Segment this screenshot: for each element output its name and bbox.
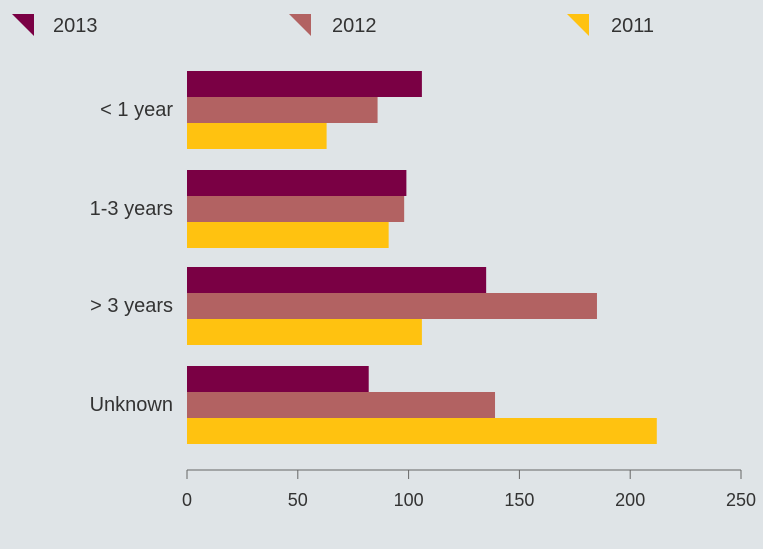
- bar-greater-than-3-years-2013: [187, 267, 487, 293]
- bar-1-3-years-2012: [187, 196, 405, 222]
- bar-less-than-1-year-2012: [187, 97, 378, 123]
- x-tick-label-250: 250: [726, 490, 756, 510]
- bar-greater-than-3-years-2012: [187, 293, 597, 319]
- bar-less-than-1-year-2011: [187, 123, 327, 149]
- legend-label-2011: 2011: [611, 15, 654, 37]
- x-tick-label-0: 0: [182, 490, 192, 510]
- x-tick-label-100: 100: [394, 490, 424, 510]
- legend-marker-2012: [289, 14, 311, 36]
- category-label-1-3-years: 1-3 years: [90, 198, 173, 220]
- legend: 2013 2012 2011: [12, 14, 654, 37]
- legend-marker-2011: [567, 14, 589, 36]
- legend-item-2013: 2013: [12, 14, 98, 37]
- bar-1-3-years-2013: [187, 170, 407, 196]
- bar-less-than-1-year-2013: [187, 71, 422, 97]
- x-tick-label-150: 150: [504, 490, 534, 510]
- category-label-greater-than-3-years: > 3 years: [90, 295, 173, 317]
- legend-label-2013: 2013: [53, 15, 98, 37]
- x-tick-label-200: 200: [615, 490, 645, 510]
- legend-marker-2013: [12, 14, 34, 36]
- y-axis: < 1 year 1-3 years > 3 years Unknown: [90, 99, 174, 416]
- category-label-less-than-1-year: < 1 year: [100, 99, 173, 121]
- bar-group-less-than-1-year: [187, 71, 422, 149]
- category-label-unknown: Unknown: [90, 394, 173, 416]
- bar-unknown-2013: [187, 366, 369, 392]
- bar-group-1-3-years: [187, 170, 407, 248]
- bar-group-unknown: [187, 366, 657, 444]
- legend-item-2012: 2012: [289, 14, 377, 37]
- x-tick-label-50: 50: [288, 490, 308, 510]
- bar-unknown-2011: [187, 418, 657, 444]
- bar-group-greater-than-3-years: [187, 267, 597, 345]
- bar-1-3-years-2011: [187, 222, 389, 248]
- legend-item-2011: 2011: [567, 14, 654, 37]
- bars-layer: [187, 71, 657, 444]
- bar-greater-than-3-years-2011: [187, 319, 422, 345]
- legend-label-2012: 2012: [332, 15, 377, 37]
- x-axis: 0 50 100 150 200 250: [182, 469, 756, 510]
- bar-unknown-2012: [187, 392, 496, 418]
